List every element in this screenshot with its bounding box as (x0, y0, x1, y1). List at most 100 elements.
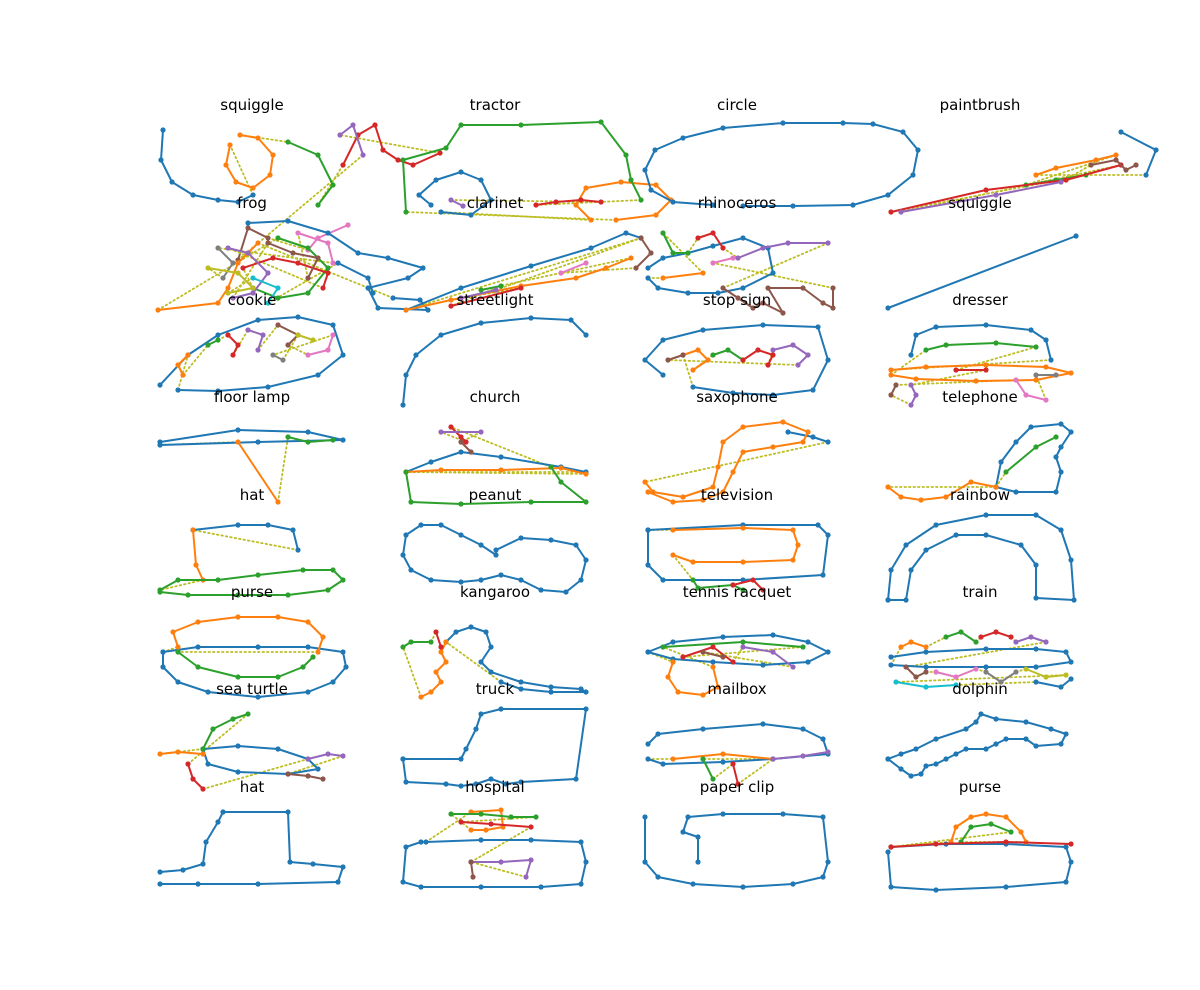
stroke-line (402, 641, 432, 648)
stroke-point (453, 629, 459, 635)
stroke-point (305, 619, 311, 625)
stroke-point (700, 649, 706, 655)
stroke-point (908, 639, 914, 645)
panel-title: saxophone (696, 388, 778, 406)
stroke-point (468, 449, 474, 455)
stroke-point (285, 771, 291, 777)
stroke-point (420, 265, 426, 271)
stroke-point (498, 283, 504, 289)
stroke-point (660, 230, 666, 236)
stroke-point (423, 839, 429, 845)
stroke-point (645, 489, 651, 495)
stroke-point (908, 402, 914, 408)
stroke-point (642, 814, 648, 820)
panel-grid: squiggle tractor circle paintbrush frog clari… (155, 96, 1159, 893)
stroke-point (315, 202, 321, 208)
stroke-point (1058, 469, 1064, 475)
stroke-point (785, 429, 791, 435)
stroke-point (310, 861, 316, 867)
stroke-point (943, 634, 949, 640)
stroke-point (1063, 879, 1069, 885)
stroke-point (660, 577, 666, 583)
stroke-point (720, 759, 726, 765)
stroke-point (395, 157, 401, 163)
stroke-point (400, 552, 406, 558)
stroke-point (655, 731, 661, 737)
stroke-connector (287, 755, 344, 775)
stroke-point (730, 582, 736, 588)
stroke-point (270, 255, 276, 261)
stroke-point (1058, 741, 1064, 747)
stroke-point (578, 881, 584, 887)
stroke-point (578, 577, 584, 583)
stroke-point (285, 139, 291, 145)
stroke-point (900, 129, 906, 135)
stroke-point (488, 644, 494, 650)
stroke-point (265, 384, 271, 390)
stroke-point (885, 192, 891, 198)
stroke-point (235, 743, 241, 749)
stroke-point (1033, 372, 1039, 378)
panel: television (645, 486, 831, 593)
stroke-point (645, 527, 651, 533)
stroke-point (670, 659, 676, 665)
panel-title: purse (959, 778, 1001, 796)
panel: rhinoceros (645, 194, 836, 316)
stroke-point (340, 753, 346, 759)
stroke-line (644, 122, 919, 207)
stroke-point (740, 424, 746, 430)
stroke-point (433, 629, 439, 635)
stroke-line (297, 334, 314, 341)
stroke-connector (227, 277, 254, 294)
stroke-point (1013, 669, 1019, 675)
stroke-point (820, 572, 826, 578)
stroke-point (315, 255, 321, 261)
stroke-line (207, 267, 254, 294)
stroke-point (478, 711, 484, 717)
stroke-point (820, 300, 826, 306)
stroke-point (315, 152, 321, 158)
stroke-point (305, 773, 311, 779)
stroke-line (1090, 159, 1137, 171)
stroke-point (428, 202, 434, 208)
stroke-point (953, 367, 959, 373)
stroke-point (850, 202, 856, 208)
stroke-point (538, 587, 544, 593)
stroke-connector (460, 816, 537, 823)
stroke-point (255, 694, 261, 700)
stroke-point (660, 644, 666, 650)
stroke-connector (232, 242, 269, 299)
stroke-point (533, 202, 539, 208)
stroke-point (983, 512, 989, 518)
stroke-point (825, 649, 831, 655)
stroke-connector (277, 436, 289, 503)
stroke-point (735, 295, 741, 301)
stroke-point (305, 439, 311, 445)
stroke-connector (895, 674, 1067, 683)
stroke-connector (687, 237, 699, 254)
stroke-point (460, 203, 466, 209)
stroke-point (760, 300, 766, 306)
stroke-point (267, 172, 273, 178)
stroke-connector (450, 426, 552, 468)
stroke-point (820, 814, 826, 820)
stroke-point (470, 874, 476, 880)
panel: hat (157, 486, 346, 598)
stroke-point (695, 235, 701, 241)
stroke-point (210, 726, 216, 732)
stroke-point (1003, 469, 1009, 475)
stroke-connector (339, 134, 441, 154)
stroke-point (958, 629, 964, 635)
stroke-point (655, 874, 661, 880)
stroke-point (598, 199, 604, 205)
stroke-point (1043, 337, 1049, 343)
panel-title: dresser (952, 291, 1008, 309)
panel-title: rhinoceros (698, 194, 777, 212)
stroke-point (903, 542, 909, 548)
stroke-point (770, 444, 776, 450)
stroke-point (265, 300, 271, 306)
stroke-line (277, 324, 299, 346)
stroke-point (690, 367, 696, 373)
stroke-point (478, 429, 484, 435)
